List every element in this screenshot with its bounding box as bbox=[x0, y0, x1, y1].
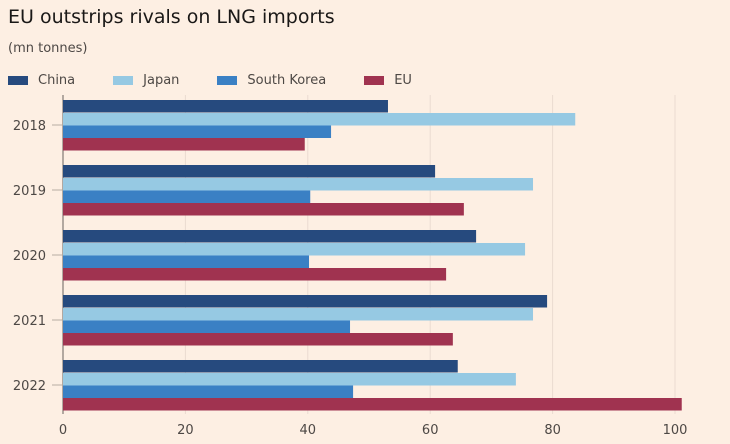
x-tick-label: 40 bbox=[300, 423, 317, 438]
legend-item-japan: Japan bbox=[113, 73, 179, 88]
legend-swatch bbox=[364, 76, 385, 85]
x-tick-label: 0 bbox=[59, 423, 67, 438]
bar-china-2020 bbox=[63, 230, 477, 243]
bar-south-korea-2022 bbox=[63, 385, 354, 398]
legend-label: EU bbox=[394, 73, 412, 88]
chart-title: EU outstrips rivals on LNG imports bbox=[8, 6, 335, 28]
bar-japan-2021 bbox=[63, 308, 534, 321]
bar-china-2019 bbox=[63, 165, 436, 178]
y-tick-label: 2018 bbox=[13, 119, 46, 134]
legend-swatch bbox=[8, 76, 28, 85]
legend-item-eu: EU bbox=[364, 73, 412, 88]
legend-item-south-korea: South Korea bbox=[217, 73, 326, 88]
legend-item-china: China bbox=[8, 73, 75, 88]
bar-south-korea-2021 bbox=[63, 320, 351, 333]
legend-swatch bbox=[217, 76, 238, 85]
x-tick-label: 60 bbox=[422, 423, 439, 438]
bar-china-2018 bbox=[63, 100, 388, 113]
y-tick-label: 2019 bbox=[13, 184, 46, 199]
bar-south-korea-2019 bbox=[63, 190, 311, 203]
bar-eu-2018 bbox=[63, 138, 305, 151]
bar-eu-2020 bbox=[63, 268, 447, 281]
x-tick-label: 100 bbox=[663, 423, 688, 438]
y-tick-label: 2021 bbox=[13, 314, 46, 329]
bar-eu-2021 bbox=[63, 333, 453, 346]
bar-china-2022 bbox=[63, 360, 458, 373]
bar-japan-2018 bbox=[63, 113, 576, 126]
chart-subtitle: (mn tonnes) bbox=[8, 41, 88, 56]
legend-label: China bbox=[38, 73, 76, 88]
bar-eu-2022 bbox=[63, 398, 682, 411]
bar-china-2021 bbox=[63, 295, 548, 308]
legend-label: South Korea bbox=[247, 73, 327, 88]
x-tick-label: 80 bbox=[544, 423, 561, 438]
bar-japan-2020 bbox=[63, 243, 526, 256]
legend-label: Japan bbox=[143, 73, 180, 88]
bar-japan-2019 bbox=[63, 178, 534, 191]
y-tick-label: 2020 bbox=[13, 249, 46, 264]
legend-swatch bbox=[113, 76, 134, 85]
x-tick-label: 20 bbox=[177, 423, 194, 438]
bar-japan-2022 bbox=[63, 373, 516, 386]
bar-south-korea-2020 bbox=[63, 255, 310, 268]
y-tick-label: 2022 bbox=[13, 379, 46, 394]
legend: China Japan South Korea EU bbox=[8, 73, 450, 88]
bar-south-korea-2018 bbox=[63, 125, 332, 138]
bar-eu-2019 bbox=[63, 203, 464, 216]
